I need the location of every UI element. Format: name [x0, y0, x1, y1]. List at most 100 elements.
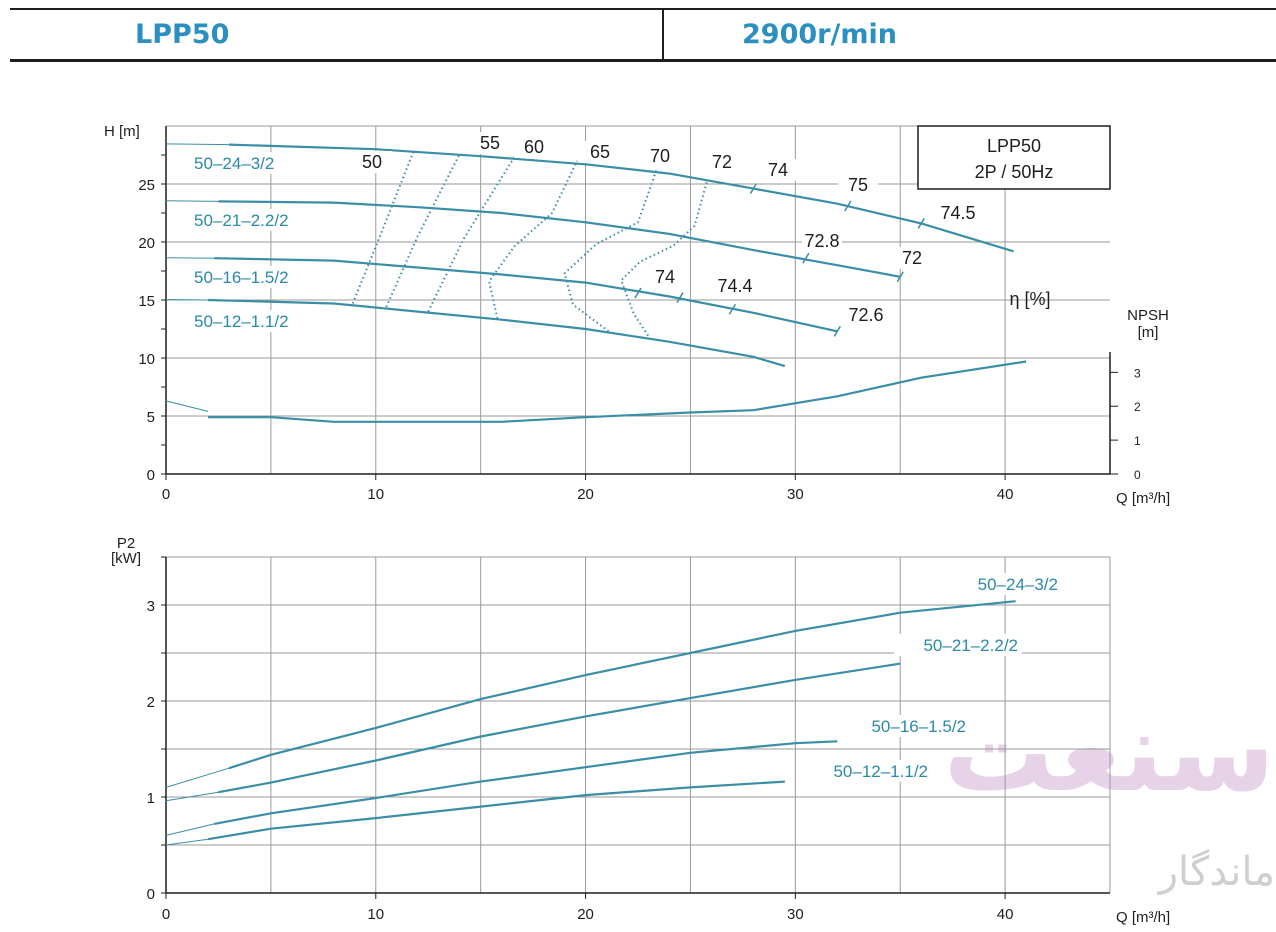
watermark: سنعت ماندگار [943, 688, 1275, 895]
info-box-freq: 2P / 50Hz [975, 162, 1054, 182]
efficiency-tick [896, 271, 904, 283]
efficiency-label-bg [846, 304, 886, 326]
efficiency-label: 72.6 [848, 305, 883, 325]
efficiency-contour [385, 153, 461, 308]
series-label-bg [804, 760, 932, 782]
x-tick-label: 20 [577, 906, 594, 923]
efficiency-contour [563, 168, 658, 333]
efficiency-label: 74.5 [940, 203, 975, 223]
x-tick-label: 20 [577, 486, 594, 503]
efficiency-label: 50 [362, 152, 382, 172]
head-curve-3 [207, 298, 786, 368]
efficiency-contour [488, 160, 579, 319]
efficiency-label: 60 [524, 137, 544, 157]
series-label: 50–24–3/2 [978, 575, 1058, 594]
y-tick-label: 25 [138, 177, 155, 194]
efficiency-label-bg [580, 141, 620, 163]
watermark-subtitle: ماندگار [1157, 849, 1275, 895]
model-title: LPP50 [135, 19, 230, 50]
watermark-logo: سنعت [943, 688, 1275, 816]
header-bar: LPP50 2900r/min [0, 0, 1276, 62]
x-axis-label: Q [m³/h] [1116, 909, 1170, 926]
power-curve-extension [165, 823, 215, 836]
efficiency-label-bg [470, 132, 510, 154]
y-tick-label: 15 [138, 293, 155, 310]
npsh-curve-extension [165, 400, 209, 412]
npsh-curve [208, 360, 1027, 423]
efficiency-label-bg [802, 230, 842, 252]
y-tick-label: 2 [147, 694, 155, 711]
efficiency-contour [427, 156, 516, 313]
npsh-tick-label: 0 [1134, 468, 1141, 482]
efficiency-label-bg [758, 159, 798, 181]
x-axis-label: Q [m³/h] [1116, 490, 1170, 507]
efficiency-label-bg [514, 136, 554, 158]
efficiency-label-bg [715, 275, 755, 297]
head-chart: 0 10 20 30 40 0 5 10 15 20 25 0 1 2 3 H [m] Q [m³/h] NPSH… [104, 123, 1170, 507]
power-curve-extension [165, 767, 230, 788]
head-curve-extension [165, 200, 219, 202]
efficiency-label: 55 [480, 133, 500, 153]
efficiency-label: 74 [768, 160, 788, 180]
efficiency-label-bg [892, 247, 932, 269]
series-label: 50–24–3/2 [194, 154, 274, 173]
header-top-rule [10, 8, 1276, 10]
x-tick-label: 0 [162, 486, 170, 503]
efficiency-tick [844, 200, 852, 212]
head-curve-0 [228, 143, 1014, 253]
head-curve-1 [218, 200, 901, 278]
header-divider [662, 8, 664, 62]
efficiency-contour [351, 151, 415, 304]
efficiency-tick [917, 218, 925, 229]
y-axis-label: H [m] [104, 123, 140, 140]
series-label: 50–21–2.2/2 [923, 636, 1018, 655]
npsh-tick-label: 1 [1134, 434, 1141, 448]
y-tick-label: 5 [147, 409, 155, 426]
efficiency-label: 70 [650, 146, 670, 166]
npsh-tick-label: 2 [1134, 400, 1141, 414]
series-label-bg [190, 152, 318, 174]
efficiency-label: 75 [848, 175, 868, 195]
efficiency-label: 72 [902, 248, 922, 268]
x-tick-label: 40 [997, 906, 1014, 923]
efficiency-tick [833, 325, 841, 337]
efficiency-tick [728, 303, 737, 315]
series-label-bg [190, 266, 318, 288]
efficiency-label-bg [702, 151, 742, 173]
head-curve-2 [214, 257, 838, 333]
y-tick-label: 20 [138, 235, 155, 252]
efficiency-contour [620, 180, 709, 340]
x-tick-label: 10 [367, 906, 384, 923]
series-label-bg [934, 573, 1062, 595]
efficiency-label: 74 [655, 267, 675, 287]
power-curve-1 [218, 662, 901, 794]
y-tick-label: 0 [147, 467, 155, 484]
header-bottom-rule [10, 59, 1276, 62]
efficiency-label-bg [640, 145, 680, 167]
speed-title: 2900r/min [742, 19, 897, 50]
efficiency-tick [634, 287, 642, 299]
series-label: 50–12–1.1/2 [833, 762, 928, 781]
efficiency-label-bg [838, 174, 878, 196]
x-tick-label: 40 [997, 486, 1014, 503]
efficiency-label: 74.4 [717, 276, 752, 296]
efficiency-label-bg [938, 202, 978, 224]
power-curve-2 [213, 740, 838, 825]
x-tick-label: 30 [787, 486, 804, 503]
series-label-bg [190, 310, 318, 332]
efficiency-label: 65 [590, 142, 610, 162]
power-curve-0 [228, 600, 1016, 770]
y-axis-unit: [kW] [111, 550, 141, 567]
efficiency-label-bg [645, 266, 685, 288]
head-curve-extension [165, 143, 229, 146]
npsh-axis-unit: [m] [1138, 324, 1159, 341]
series-label: 50–16–1.5/2 [871, 717, 966, 736]
eta-label: η [%] [1009, 289, 1050, 309]
efficiency-tick [802, 252, 810, 264]
series-label: 50–12–1.1/2 [194, 312, 289, 331]
y-axis-label: P2 [117, 535, 135, 552]
efficiency-label: 72 [712, 152, 732, 172]
y-tick-label: 0 [147, 886, 155, 903]
npsh-tick-label: 3 [1134, 366, 1141, 380]
